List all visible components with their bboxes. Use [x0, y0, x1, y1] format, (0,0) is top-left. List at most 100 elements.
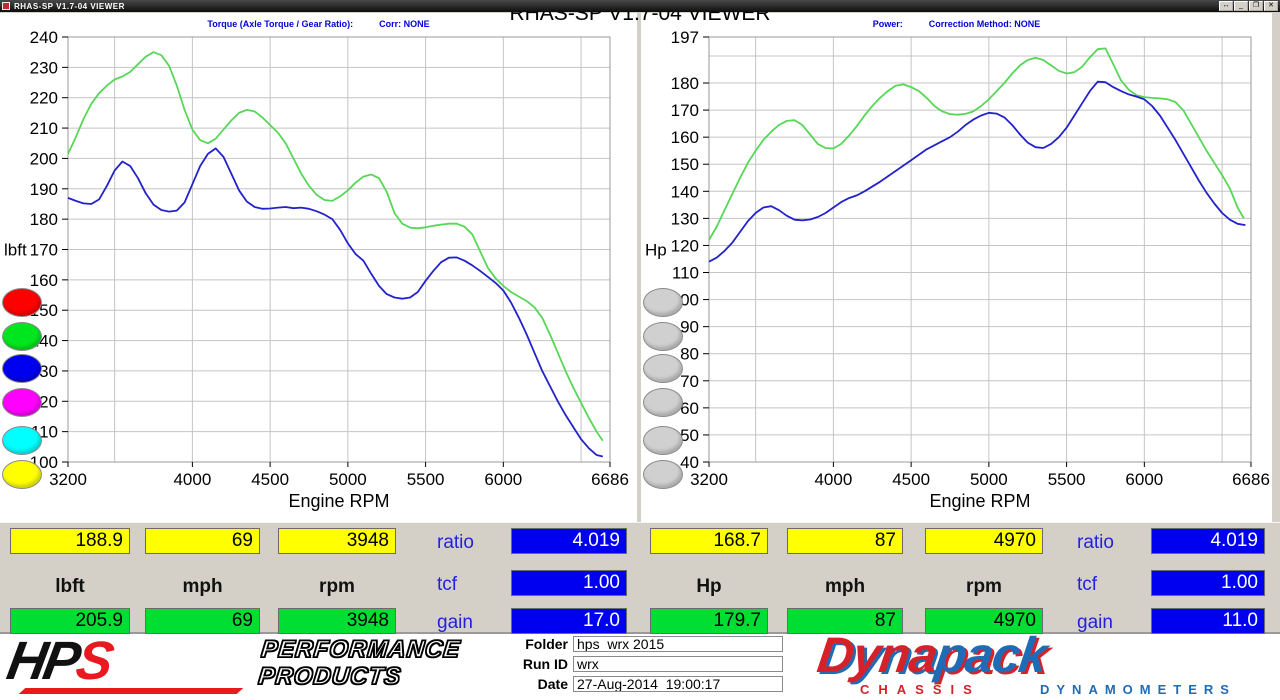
channel-button-disabled-3[interactable]: [643, 354, 683, 383]
speed-unit-label: mph: [182, 576, 223, 597]
y-tick-label: 50: [680, 426, 699, 445]
readout-panel: 188.9 69 3948 lbft mph rpm 205.9 69 3948…: [0, 522, 1280, 634]
dynapack-logo: Dynapack CHASSIS DYNAMOMETERS: [814, 627, 1273, 698]
run-info-form: Folder Run ID Date: [498, 636, 783, 696]
y-tick-label: 60: [680, 399, 699, 418]
x-tick-label: 6686: [591, 470, 629, 489]
y-tick-label: 130: [671, 209, 699, 228]
speed-run2-value: 69: [145, 608, 260, 634]
curve-green-run: [708, 47, 1245, 241]
channel-button-green[interactable]: [2, 322, 42, 351]
y-tick-label: 170: [671, 101, 699, 120]
x-tick-label: 5000: [329, 470, 367, 489]
channel-button-magenta[interactable]: [2, 388, 42, 417]
x-tick-label: 3200: [690, 470, 728, 489]
power-chart[interactable]: 1971801701601501401301201101009080706050…: [641, 13, 1272, 522]
power-run1-value: 168.7: [650, 528, 768, 554]
curve-blue-run: [708, 80, 1246, 263]
dynapack-logo-text: Dynapack: [814, 626, 1050, 684]
channel-button-yellow[interactable]: [2, 460, 42, 489]
x-tick-label: 6000: [1125, 470, 1163, 489]
rpm-unit-label: rpm: [319, 576, 355, 597]
y-tick-label: 190: [30, 180, 58, 199]
y-tick-label: 120: [671, 236, 699, 255]
tcf-label: tcf: [437, 574, 458, 595]
power-chart-header: Power: Correction Method: NONE: [641, 19, 1272, 29]
x-tick-label: 5000: [970, 470, 1008, 489]
hps-performance-text: PERFORMANCE: [259, 635, 462, 664]
hps-logo-subtitle: PERFORMANCE PRODUCTS: [256, 635, 462, 691]
y-tick-label: 197: [671, 28, 699, 47]
x-axis-title: Engine RPM: [288, 491, 389, 511]
folder-input[interactable]: [573, 636, 783, 652]
gain-value: 17.0: [511, 608, 627, 634]
y-tick-label: 40: [680, 453, 699, 472]
speed-run1-value: 69: [145, 528, 260, 554]
app-icon: [2, 2, 10, 10]
rpm2-run2-value: 4970: [925, 608, 1043, 634]
x-axis-title: Engine RPM: [929, 491, 1030, 511]
channel-button-disabled-5[interactable]: [643, 426, 683, 455]
tcf2-value: 1.00: [1151, 570, 1265, 596]
rpm2-unit-label: rpm: [966, 576, 1002, 597]
ratio2-label: ratio: [1077, 532, 1114, 553]
curve-blue-run: [67, 147, 604, 458]
hps-products-text: PRODUCTS: [256, 662, 403, 691]
torque-unit-label: lbft: [55, 576, 85, 597]
gain-label: gain: [437, 612, 473, 633]
torque-chart[interactable]: 2402302202102001901801701601501401301201…: [0, 13, 637, 522]
speed2-unit-label: mph: [824, 576, 866, 597]
y-tick-label: 200: [30, 149, 58, 168]
x-tick-label: 5500: [1048, 470, 1086, 489]
run-id-label: Run ID: [522, 656, 568, 672]
y-tick-label: 170: [30, 241, 58, 260]
x-tick-label: 4000: [173, 470, 211, 489]
folder-label: Folder: [525, 636, 568, 652]
dynapack-dynamometers-text: DYNAMOMETERS: [1040, 682, 1236, 697]
torque-run2-value: 205.9: [10, 608, 130, 634]
channel-button-cyan[interactable]: [2, 426, 42, 455]
y-tick-label: 220: [30, 89, 58, 108]
channel-button-blue[interactable]: [2, 354, 42, 383]
y-tick-label: 90: [680, 318, 699, 337]
gain2-value: 11.0: [1151, 608, 1265, 634]
power-correction-label: Correction Method: NONE: [928, 19, 1041, 29]
date-label: Date: [537, 676, 568, 692]
y-tick-label: 160: [30, 271, 58, 290]
torque-chart-title: Torque (Axle Torque / Gear Ratio):: [207, 19, 354, 29]
power-run2-value: 179.7: [650, 608, 768, 634]
ratio2-value: 4.019: [1151, 528, 1265, 554]
date-input[interactable]: [573, 676, 783, 692]
plot-border: [708, 36, 1252, 463]
ratio-value: 4.019: [511, 528, 627, 554]
curve-green-run: [67, 51, 604, 442]
close-button[interactable]: ✕: [1264, 1, 1278, 11]
ratio-label: ratio: [437, 532, 474, 553]
y-tick-label: 180: [671, 74, 699, 93]
y-tick-label: 150: [671, 155, 699, 174]
channel-button-disabled-4[interactable]: [643, 388, 683, 417]
dynapack-dyna-text: Dyna: [814, 627, 941, 683]
minimize-button[interactable]: _: [1234, 1, 1248, 11]
x-tick-label: 3200: [49, 470, 87, 489]
maximize-button[interactable]: ❐: [1249, 1, 1263, 11]
channel-button-red[interactable]: [2, 288, 42, 317]
torque-chart-panel: 240 230 220 210 200 190 180 170 160 150 140 130 120 1…: [0, 13, 637, 522]
run-id-input[interactable]: [573, 656, 783, 672]
dynapack-chassis-text: CHASSIS: [860, 682, 981, 697]
hps-logo-hp: HP: [2, 631, 83, 691]
y-axis-title: Hp: [645, 241, 667, 260]
y-tick-label: 110: [672, 264, 699, 283]
y-tick-label: 70: [680, 372, 699, 391]
channel-button-disabled-2[interactable]: [643, 322, 683, 351]
x-tick-label: 5500: [407, 470, 445, 489]
rpm-run2-value: 3948: [278, 608, 396, 634]
y-tick-label: 210: [30, 119, 58, 138]
resize-icon[interactable]: ↔: [1219, 1, 1233, 11]
channel-button-disabled-6[interactable]: [643, 460, 683, 489]
speed2-run2-value: 87: [787, 608, 903, 634]
torque-run1-value: 188.9: [10, 528, 130, 554]
y-tick-label: 230: [30, 58, 58, 77]
tcf2-label: tcf: [1077, 574, 1098, 595]
channel-button-disabled-1[interactable]: [643, 288, 683, 317]
